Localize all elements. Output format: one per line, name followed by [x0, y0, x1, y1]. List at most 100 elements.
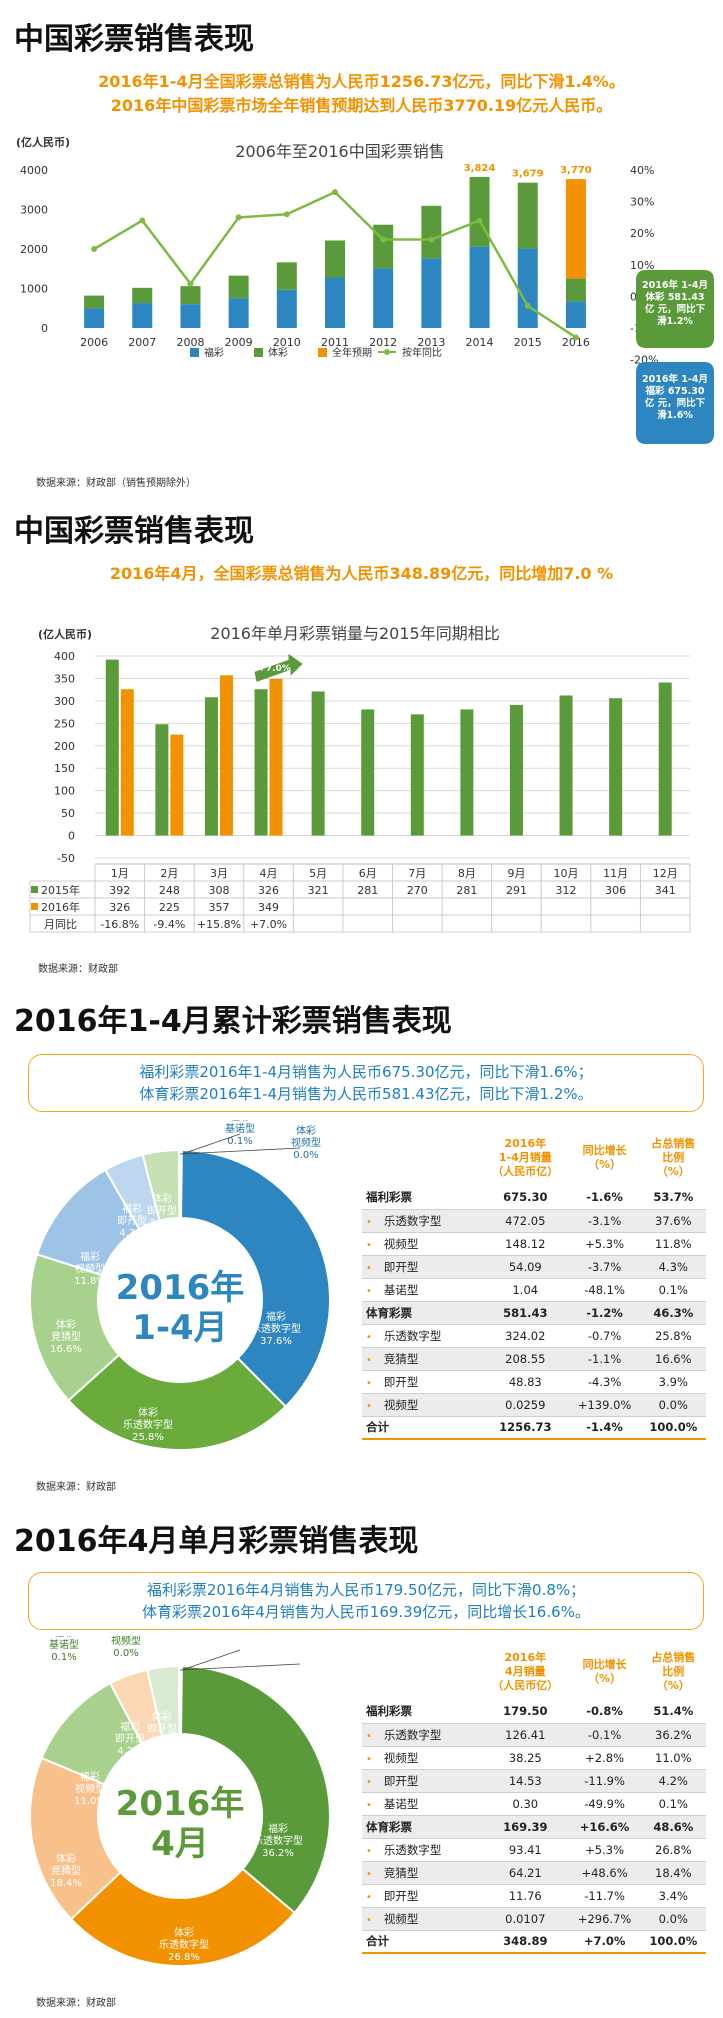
chart2-xtick: 4月	[260, 867, 278, 880]
table-cell: -1.6%	[568, 1186, 641, 1210]
chart2-ytick: 200	[54, 740, 75, 753]
chart1-xtick: 2013	[417, 336, 445, 349]
donut-slice-label: 乐透数字型	[253, 1834, 303, 1847]
chart1-yoy-point	[139, 217, 146, 224]
chart1-bar-welfare	[228, 298, 249, 328]
chart2-bar-2015	[204, 697, 218, 836]
table-header-cell: 同比增长 （%）	[582, 1658, 627, 1685]
bullet-icon: •	[366, 1262, 372, 1274]
table-cell: 11.8%	[640, 1232, 706, 1256]
bullet-icon: •	[366, 1776, 372, 1788]
pie2-april: 福彩乐透数字型36.2%体彩乐透数字型26.8%体彩竞猜型18.4%福彩视频型1…	[29, 1636, 331, 1967]
bullet-icon: •	[366, 1799, 372, 1811]
table-cell: 48.6%	[640, 1815, 706, 1839]
chart1-yoy-point	[187, 280, 194, 287]
table-cell: 348.89	[482, 1930, 569, 1954]
donut-slice-label: 体彩	[56, 1853, 76, 1865]
chart1-y2tick: 40%	[630, 164, 654, 177]
bullet-icon: •	[366, 1845, 372, 1857]
table-cell: 581.43	[482, 1301, 569, 1325]
table-cell: -11.9%	[568, 1769, 641, 1793]
chart2-bar-2015	[155, 724, 169, 836]
table-cell: 48.83	[482, 1370, 569, 1394]
donut-slice-label: 视频型	[75, 1262, 105, 1275]
section2-title: 中国彩票销售表现	[14, 514, 254, 549]
donut-slice-pct: 0.0%	[293, 1150, 318, 1161]
chart1-yoy-point	[283, 211, 290, 218]
chart2-table-cell: -16.8%	[100, 918, 139, 931]
chart1-bar-sports	[469, 176, 490, 247]
bullet-icon: •	[366, 1868, 372, 1880]
chart2-table-cell: 326	[258, 884, 279, 897]
donut-slice-label: 乐透数字型	[251, 1322, 301, 1335]
table-cell: -49.9%	[568, 1792, 641, 1816]
callout-sports-bubble: 2016年 1-4月体彩 581.43亿 元，同比下 滑1.2%	[626, 270, 714, 348]
donut-slice-pct: 0.1%	[51, 1652, 76, 1663]
table-row: • 视频型 38.25 +2.8% 11.0%	[362, 1746, 706, 1770]
table-row: • 即开型 11.76 -11.7% 3.4%	[362, 1884, 706, 1908]
pie1-center-year: 2016年	[115, 1268, 245, 1308]
chart2-bar-2016	[120, 689, 134, 836]
pie2-center-label: 2016年 4月	[110, 1784, 250, 1864]
chart2-xtick: 6月	[359, 867, 377, 880]
chart2-table-cell: 270	[407, 884, 428, 897]
section1-summary-line2: 2016年中国彩票市场全年销售预期达到人民币3770.19亿元人民币。	[110, 96, 613, 115]
table-row: • 竞猜型 208.55 -1.1% 16.6%	[362, 1347, 706, 1371]
chart1-y2tick: 30%	[630, 196, 654, 209]
chart2-table-cell: 312	[556, 884, 577, 897]
section3-summary-box: 福利彩票2016年1-4月销售为人民币675.30亿元，同比下滑1.6%； 体育…	[28, 1054, 704, 1112]
chart1-bar-welfare	[84, 308, 105, 328]
table-row-name: • 视频型	[362, 1907, 482, 1931]
table-row: 福利彩票 179.50 -0.8% 51.4%	[362, 1700, 706, 1724]
table-row: 体育彩票 169.39 +16.6% 48.6%	[362, 1815, 706, 1839]
donut-slice-label: 竞猜型	[51, 1330, 81, 1343]
table-cell: 36.2%	[640, 1723, 706, 1747]
callout-sports-text: 2016年 1-4月体彩 581.43亿 元，同比下 滑1.2%	[642, 280, 708, 327]
donut-slice	[179, 1664, 331, 1915]
table-row: 合计 1256.73 -1.4% 100.0%	[362, 1416, 706, 1440]
table-cell: -4.3%	[568, 1370, 641, 1394]
table-cell: 472.05	[482, 1209, 569, 1233]
section4-source: 数据来源：财政部	[36, 1998, 116, 2009]
donut-slice-label: 福彩	[80, 1770, 100, 1783]
table-row: • 即开型 48.83 -4.3% 3.9%	[362, 1370, 706, 1394]
donut-slice-label: 视频型	[75, 1782, 105, 1795]
chart2-table-cell: 248	[159, 884, 180, 897]
table-row-name: • 视频型	[362, 1746, 482, 1770]
table-cell: -11.7%	[568, 1884, 641, 1908]
bullet-icon: •	[366, 1239, 372, 1251]
table-cell: 0.1%	[640, 1792, 706, 1816]
section3-title: 2016年1-4月累计彩票销售表现	[14, 1004, 452, 1039]
chart2-legend-swatch	[31, 903, 38, 910]
chart1-xtick: 2011	[321, 336, 349, 349]
pie1-cumulative: 福彩乐透数字型37.6%体彩乐透数字型25.8%体彩竞猜型16.6%福彩视频型1…	[29, 1120, 331, 1451]
chart2-xtick: 7月	[408, 867, 426, 880]
table-row-name: 合计	[362, 1416, 482, 1440]
table-row: • 视频型 148.12 +5.3% 11.8%	[362, 1232, 706, 1256]
table-cell: 0.0%	[640, 1907, 706, 1931]
donut-slice-pct: 3.9%	[149, 1218, 174, 1229]
donut-slice-label: 福彩	[122, 1202, 142, 1215]
chart1-bar-sports	[517, 182, 538, 249]
table-header-row: 2016年 1-4月销量 （人民币亿） 同比增长 （%） 占总销售 比例 （%）	[362, 1130, 706, 1186]
chart1-bar-welfare	[180, 304, 201, 328]
bullet-icon: •	[366, 1377, 372, 1389]
table-header-cell: 2016年 1-4月销量 （人民币亿）	[492, 1137, 559, 1178]
donut-slice-label: 乐透数字型	[159, 1938, 209, 1951]
chart1-title: 2006年至2016中国彩票销售	[235, 142, 445, 161]
chart1-bar-welfare	[132, 303, 153, 328]
section3-box-line1: 福利彩票2016年1-4月销售为人民币675.30亿元，同比下滑1.6%；	[139, 1063, 593, 1081]
chart2-table-cell: +7.0%	[250, 918, 287, 931]
chart2-table-cell: 308	[208, 884, 229, 897]
chart2-table-cell: 291	[506, 884, 527, 897]
table-cell: -1.4%	[568, 1416, 641, 1440]
chart2-ytick: 150	[54, 762, 75, 775]
section1-summary-line1: 2016年1-4月全国彩票总销售为人民币1256.73亿元，同比下滑1.4%。	[98, 72, 625, 91]
table-cell: 0.0259	[482, 1393, 569, 1417]
table-row: • 乐透数字型 324.02 -0.7% 25.8%	[362, 1324, 706, 1348]
table-row: • 视频型 0.0259 +139.0% 0.0%	[362, 1393, 706, 1417]
chart1-legend-label: 体彩	[268, 347, 288, 359]
chart1-bar-welfare	[325, 277, 345, 328]
chart1-source: 数据来源：财政部（销售预期除外）	[36, 478, 196, 489]
chart2-row-label: 2015年	[41, 883, 80, 897]
